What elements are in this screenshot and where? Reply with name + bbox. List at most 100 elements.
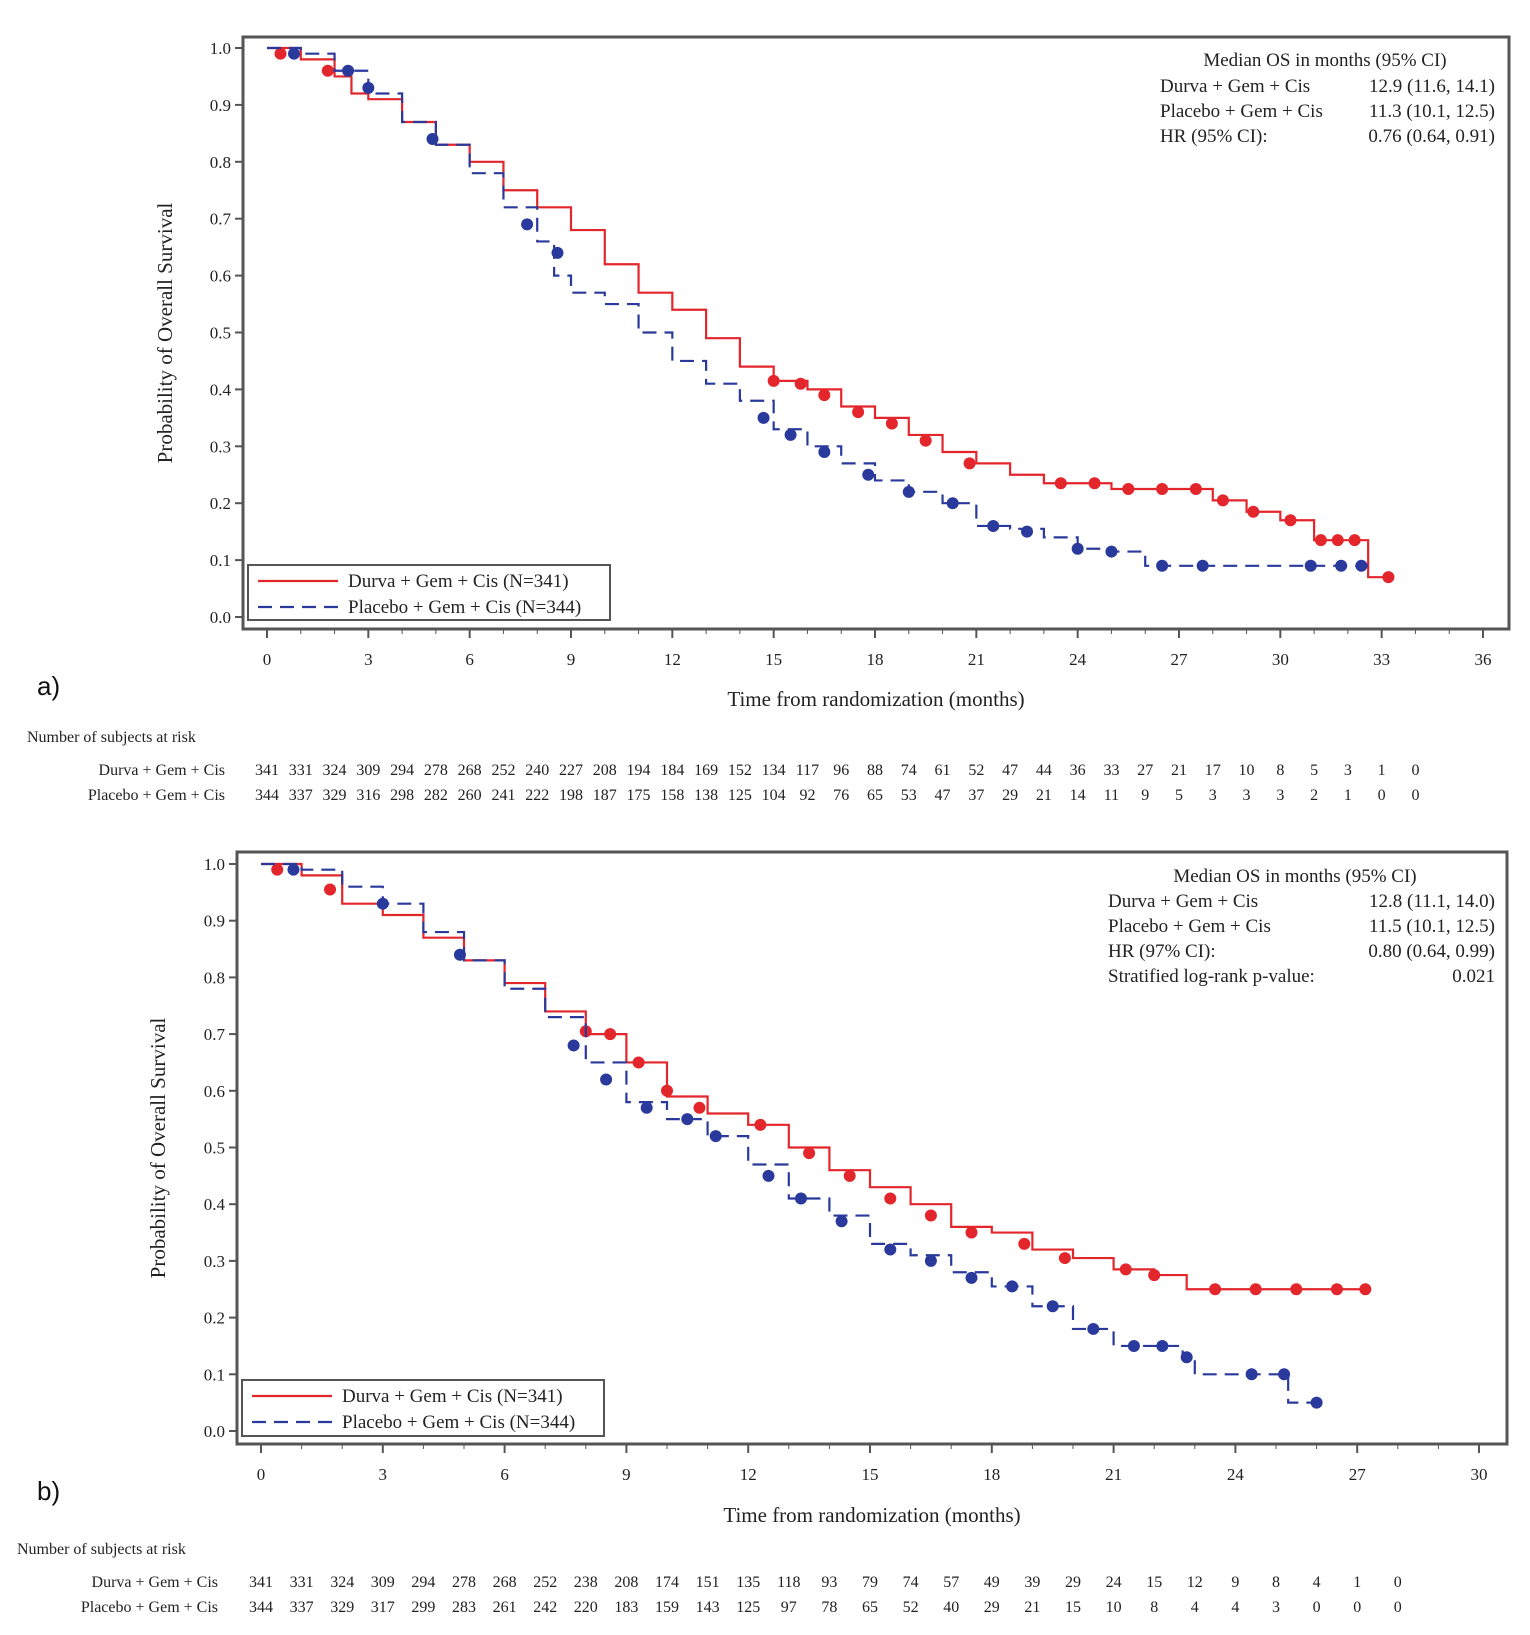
risk-count: 1	[1344, 787, 1352, 804]
y-tick-label: 0.0	[204, 1422, 225, 1441]
risk-count: 24	[1106, 1574, 1122, 1591]
y-tick-label: 0.8	[204, 968, 225, 987]
censor-mark	[794, 1192, 807, 1205]
risk-count: 344	[255, 787, 279, 804]
censor-mark	[1249, 1283, 1262, 1296]
x-tick-label: 24	[1227, 1465, 1245, 1484]
y-tick-label: 0.6	[210, 267, 231, 286]
annotation-label: Durva + Gem + Cis	[1160, 76, 1310, 97]
y-tick-label: 0.0	[210, 608, 231, 627]
risk-count: 27	[1137, 762, 1153, 779]
risk-count: 29	[1065, 1574, 1081, 1591]
panel-label: b)	[37, 1476, 60, 1506]
x-tick-label: 36	[1475, 650, 1492, 669]
risk-count: 261	[493, 1599, 517, 1616]
x-tick-label: 27	[1171, 650, 1189, 669]
censor-mark	[640, 1101, 653, 1114]
x-tick-label: 21	[968, 650, 985, 669]
censor-mark	[885, 417, 898, 430]
censor-mark	[1006, 1280, 1019, 1293]
risk-count: 29	[1002, 787, 1018, 804]
x-tick-label: 33	[1373, 650, 1390, 669]
risk-count: 220	[574, 1599, 598, 1616]
risk-count: 3	[1272, 1599, 1280, 1616]
risk-count: 309	[356, 762, 380, 779]
risk-count: 61	[935, 762, 951, 779]
legend-label: Durva + Gem + Cis (N=341)	[348, 571, 569, 592]
y-tick-label: 0.8	[210, 153, 231, 172]
x-tick-label: 0	[257, 1465, 266, 1484]
risk-count: 44	[1036, 762, 1052, 779]
annotation-label: Placebo + Gem + Cis	[1160, 101, 1323, 122]
censor-mark	[762, 1169, 775, 1182]
risk-count: 316	[356, 787, 380, 804]
censor-mark	[709, 1130, 722, 1143]
censor-mark	[965, 1226, 978, 1239]
risk-count: 76	[833, 787, 849, 804]
risk-count: 104	[762, 787, 786, 804]
annotation-label: Placebo + Gem + Cis	[1108, 916, 1271, 937]
risk-count: 0	[1313, 1599, 1321, 1616]
risk-count: 10	[1106, 1599, 1122, 1616]
km-panel-a: 0.00.10.20.30.40.50.60.70.80.91.00 3 6 9 12 1…	[37, 35, 1511, 711]
risk-count: 151	[696, 1574, 720, 1591]
censor-mark	[1156, 482, 1169, 495]
censor-mark	[376, 897, 389, 910]
legend: Durva + Gem + Cis (N=341) Placebo + Gem +…	[241, 1379, 605, 1437]
censor-mark	[794, 377, 807, 390]
y-tick-label: 0.1	[204, 1365, 225, 1384]
censor-mark	[1054, 477, 1067, 490]
risk-count: 8	[1150, 1599, 1158, 1616]
risk-row-label: Durva + Gem + Cis	[92, 1574, 218, 1591]
censor-mark	[946, 497, 959, 510]
risk-count: 1	[1353, 1574, 1361, 1591]
risk-count: 14	[1070, 787, 1086, 804]
y-tick-label: 1.0	[204, 855, 225, 874]
risk-count: 4	[1191, 1599, 1199, 1616]
censor-mark	[1105, 545, 1118, 558]
risk-count: 194	[627, 762, 651, 779]
censor-mark	[1290, 1283, 1303, 1296]
censor-mark	[1245, 1368, 1258, 1381]
risk-count: 9	[1141, 787, 1149, 804]
risk-count: 331	[289, 762, 313, 779]
risk-count: 337	[289, 787, 313, 804]
x-tick-label: 3	[364, 650, 373, 669]
x-tick-label: 18	[867, 650, 884, 669]
censor-mark	[600, 1073, 613, 1086]
censor-mark	[1304, 559, 1317, 572]
legend: Durva + Gem + Cis (N=341) Placebo + Gem +…	[247, 564, 611, 621]
risk-count: 65	[862, 1599, 878, 1616]
censor-mark	[274, 47, 287, 60]
y-tick-label: 0.5	[210, 324, 231, 343]
risk-count: 78	[821, 1599, 837, 1616]
censor-mark	[862, 468, 875, 481]
annotation-value: 0.021	[1452, 966, 1495, 987]
risk-count: 0	[1394, 1574, 1402, 1591]
plot-frame	[235, 850, 1509, 1446]
risk-count: 294	[411, 1574, 435, 1591]
censor-mark	[884, 1192, 897, 1205]
risk-count: 65	[867, 787, 883, 804]
censor-mark	[661, 1084, 673, 1097]
annotation-value: 11.5 (10.1, 12.5)	[1369, 916, 1495, 937]
risk-count: 74	[903, 1574, 919, 1591]
risk-count: 79	[862, 1574, 878, 1591]
y-tick-label: 0.2	[204, 1309, 225, 1328]
risk-count: 159	[655, 1599, 679, 1616]
risk-count: 21	[1024, 1599, 1040, 1616]
censor-mark	[321, 64, 334, 77]
censor-mark	[784, 428, 797, 441]
censor-mark	[835, 1215, 848, 1228]
x-tick-label: 9	[622, 1465, 631, 1484]
risk-count: 175	[627, 787, 651, 804]
risk-count: 242	[533, 1599, 557, 1616]
risk-count: 329	[330, 1599, 354, 1616]
risk-count: 143	[696, 1599, 720, 1616]
y-tick-label: 0.3	[210, 437, 231, 456]
y-axis-label: Probability of Overall Survival	[146, 1017, 170, 1278]
risk-table-title: Number of subjects at risk	[27, 729, 196, 746]
censor-mark	[1156, 1339, 1169, 1352]
censor-mark	[604, 1028, 617, 1041]
